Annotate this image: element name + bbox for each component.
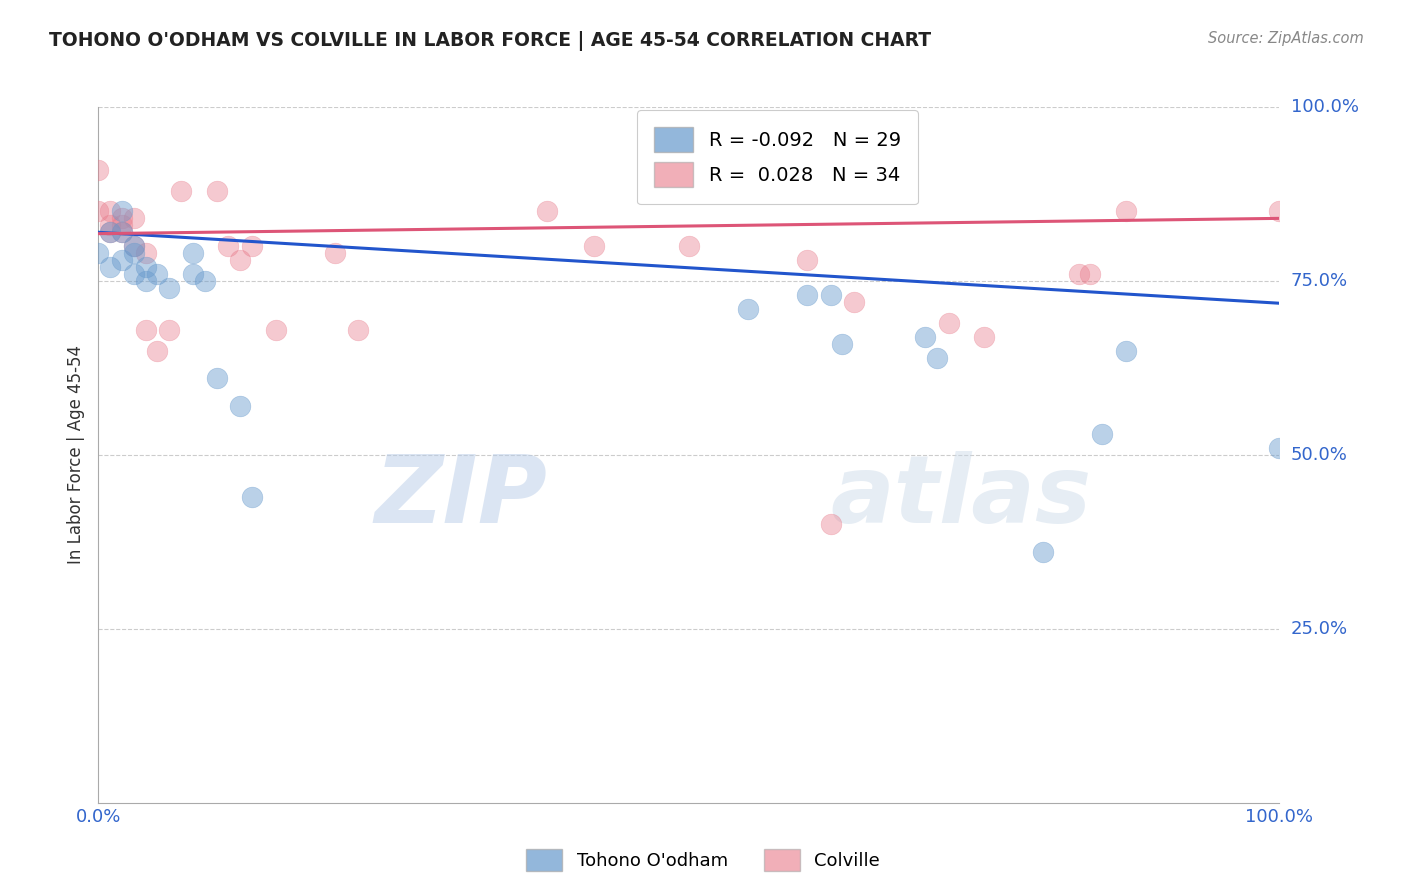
Point (678, 239, 700, 253)
Point (87, 246, 110, 260)
Point (264, 323, 287, 337)
Point (1268, 441, 1291, 455)
Point (1032, 545, 1054, 559)
Point (240, 239, 263, 253)
Point (111, 225, 134, 239)
Text: 50.0%: 50.0% (1291, 446, 1347, 464)
Point (87, 204, 110, 219)
Point (796, 253, 818, 268)
Point (98, 225, 121, 239)
Point (146, 343, 169, 358)
Point (98, 225, 121, 239)
Point (135, 246, 157, 260)
Point (111, 225, 134, 239)
Text: TOHONO O'ODHAM VS COLVILLE IN LABOR FORCE | AGE 45-54 CORRELATION CHART: TOHONO O'ODHAM VS COLVILLE IN LABOR FORC… (49, 31, 931, 51)
Point (146, 267, 169, 281)
Point (87, 162, 110, 177)
Point (135, 323, 157, 337)
Point (157, 281, 180, 295)
Point (831, 336, 853, 351)
Point (205, 371, 228, 385)
Text: 100.0%: 100.0% (1291, 98, 1358, 116)
Point (914, 329, 936, 343)
Point (111, 219, 134, 233)
Point (170, 184, 193, 198)
Point (194, 274, 217, 288)
Point (820, 288, 842, 302)
Text: Source: ZipAtlas.com: Source: ZipAtlas.com (1208, 31, 1364, 46)
Point (98, 219, 121, 233)
Point (229, 399, 252, 413)
Point (181, 267, 204, 281)
Point (583, 239, 606, 253)
Point (796, 288, 818, 302)
Point (1091, 427, 1114, 442)
Point (98, 204, 121, 219)
Point (1115, 204, 1137, 219)
Point (122, 239, 145, 253)
Point (820, 517, 842, 532)
Point (240, 490, 263, 504)
Point (111, 211, 134, 226)
Point (536, 204, 558, 219)
Point (122, 246, 145, 260)
Point (122, 211, 145, 226)
Point (111, 253, 134, 268)
Point (925, 351, 948, 365)
Point (217, 239, 239, 253)
Point (1115, 343, 1137, 358)
Point (737, 301, 759, 316)
Point (323, 246, 346, 260)
Legend: R = -0.092   N = 29, R =  0.028   N = 34: R = -0.092 N = 29, R = 0.028 N = 34 (637, 110, 918, 204)
Point (135, 260, 157, 274)
Point (229, 253, 252, 268)
Point (135, 274, 157, 288)
Point (111, 204, 134, 219)
Text: atlas: atlas (831, 450, 1092, 542)
Text: 75.0%: 75.0% (1291, 272, 1348, 290)
Y-axis label: In Labor Force | Age 45-54: In Labor Force | Age 45-54 (66, 345, 84, 565)
Point (844, 294, 866, 309)
Point (347, 323, 370, 337)
Point (98, 260, 121, 274)
Text: ZIP: ZIP (374, 450, 547, 542)
Point (1080, 267, 1102, 281)
Legend: Tohono O'odham, Colville: Tohono O'odham, Colville (519, 842, 887, 879)
Point (205, 184, 228, 198)
Point (122, 267, 145, 281)
Text: 25.0%: 25.0% (1291, 620, 1348, 638)
Point (1268, 204, 1291, 219)
Point (181, 246, 204, 260)
Point (157, 323, 180, 337)
Point (973, 329, 995, 343)
Point (938, 316, 960, 330)
Point (1067, 267, 1090, 281)
Point (122, 239, 145, 253)
